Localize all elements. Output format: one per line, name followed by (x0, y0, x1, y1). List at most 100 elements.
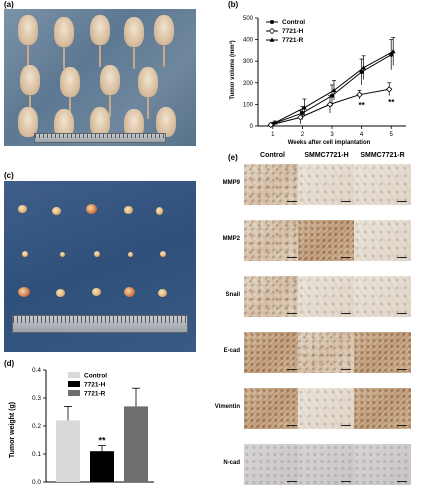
ihc-stain-image (244, 276, 301, 317)
b-legend-label: 7721-R (282, 37, 304, 44)
b-legend-label: Control (282, 19, 305, 26)
ihc-stain-image (298, 332, 355, 373)
ruler (12, 315, 188, 333)
ihc-column-label: Control (260, 152, 285, 159)
ruler (34, 133, 166, 143)
b-y-tick-label: 500 (243, 16, 254, 22)
ihc-stain-image (298, 444, 355, 485)
mouse-tail (99, 45, 101, 67)
b-legend-label: 7721-H (282, 28, 304, 35)
mouse (154, 15, 174, 45)
ihc-row-label: E-cad (223, 348, 240, 354)
panel-label-d: (d) (4, 359, 15, 368)
b-significance-mark: ** (388, 98, 395, 107)
tumor (56, 289, 65, 297)
d-ylabel: Tumor weight (g) (9, 402, 16, 458)
d-legend-label: Control (84, 373, 107, 380)
mouse-tail (27, 45, 29, 67)
b-point (300, 111, 305, 116)
b-legend-marker (268, 27, 276, 35)
tumor (124, 206, 133, 214)
tumor (52, 207, 61, 215)
mice-photo (4, 9, 196, 146)
tumor (158, 289, 167, 297)
d-legend-swatch (68, 381, 80, 387)
ihc-stain-image (354, 388, 411, 429)
ihc-row-label: Snail (225, 292, 240, 298)
b-point (386, 86, 393, 93)
b-legend-marker (270, 20, 274, 24)
d-y-tick-label: 0.3 (32, 395, 41, 402)
ihc-stain-image (298, 164, 355, 205)
b-ylabel: Tumor volume (mm³) (229, 40, 236, 99)
mouse (156, 107, 176, 137)
tumor (128, 252, 133, 257)
b-x-tick-label: 3 (330, 132, 334, 138)
ihc-stain-image (244, 332, 301, 373)
mouse-tail (163, 45, 165, 67)
b-point (390, 48, 396, 54)
ihc-row-label: N-cad (223, 460, 240, 466)
tumor (92, 288, 101, 296)
tumor (124, 287, 135, 297)
mouse (60, 67, 80, 97)
mouse-tail (69, 97, 71, 119)
ihc-stain-image (244, 444, 301, 485)
ihc-stain-image (354, 332, 411, 373)
tumor (94, 251, 100, 257)
ihc-stain-image (298, 276, 355, 317)
d-legend-label: 7721-R (84, 391, 106, 398)
b-point (359, 70, 364, 74)
ihc-stain-image (354, 444, 411, 485)
b-point (326, 101, 334, 108)
mouse (54, 109, 74, 139)
b-point (267, 121, 274, 129)
tumor (60, 252, 65, 257)
tumor (160, 251, 166, 257)
mouse (54, 17, 74, 47)
b-point (331, 87, 337, 93)
tumor (156, 207, 163, 215)
b-xlabel: Weeks after cell implantation (288, 140, 371, 146)
d-y-tick-label: 0.1 (32, 451, 41, 458)
d-y-tick-label: 0.4 (32, 367, 41, 374)
ihc-row-label: MMP9 (222, 180, 240, 186)
d-legend-swatch (68, 372, 80, 378)
mouse (20, 65, 40, 95)
ihc-stain-image (354, 164, 411, 205)
b-point (361, 65, 366, 70)
b-point (356, 91, 363, 98)
mouse (100, 65, 120, 95)
b-x-tick-label: 5 (390, 132, 394, 138)
b-y-tick-label: 300 (243, 59, 254, 65)
mouse (90, 107, 110, 137)
tumor-volume-chart: 0 100 200 300 400 500 1 2 3 4 5 ** ** Control 7721-H 7… (229, 16, 406, 146)
ihc-column-label: SMMC7721-R (360, 152, 405, 159)
b-point (297, 114, 304, 121)
b-legend-marker (269, 37, 275, 42)
ihc-grid: Control SMMC7721-H SMMC7721-R MMP9 MMP2 Snail… (215, 152, 421, 498)
d-legend-label: 7721-H (84, 382, 106, 389)
ihc-stain-image (298, 388, 355, 429)
ihc-stain-image (244, 388, 301, 429)
d-legend-swatch (68, 390, 80, 396)
b-y-tick-label: 100 (243, 102, 254, 108)
tumor (22, 251, 28, 257)
mouse-tail (63, 47, 65, 69)
b-point (389, 52, 394, 57)
mouse (124, 17, 144, 47)
d-bar (90, 451, 114, 482)
panel-label-a: (a) (4, 0, 14, 9)
mouse-tail (109, 95, 111, 117)
d-y-tick-label: 0.2 (32, 423, 41, 430)
ihc-stain-image (298, 220, 355, 261)
b-point (302, 105, 307, 110)
ihc-stain-image (244, 220, 301, 261)
b-x-tick-label: 1 (271, 132, 275, 138)
d-bar (124, 406, 148, 482)
tumor (86, 204, 97, 214)
panel-label-e: (e) (228, 153, 238, 162)
ihc-row-label: MMP2 (222, 236, 240, 242)
b-y-tick-label: 400 (243, 38, 254, 44)
mouse-tail (147, 97, 149, 119)
